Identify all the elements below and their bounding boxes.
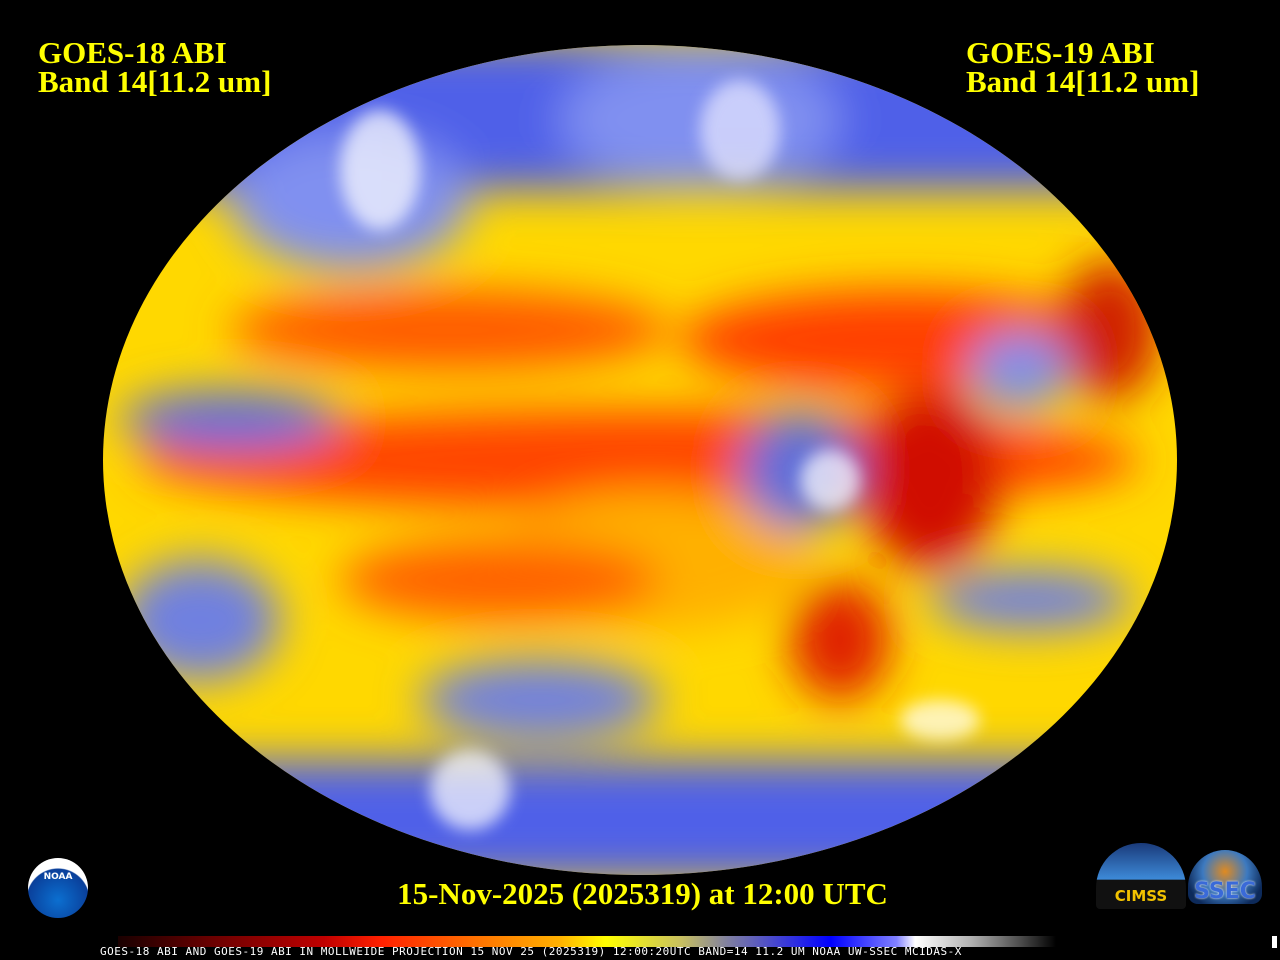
cimss-logo-text: CIMSS	[1114, 887, 1168, 905]
left-satellite-title: GOES-18 ABI Band 14[11.2 um]	[38, 35, 272, 99]
right-band-label: Band 14[11.2 um]	[966, 64, 1200, 99]
noaa-logo-text: NOAA	[43, 872, 73, 882]
temperature-color-bar	[118, 936, 1056, 947]
ssec-logo: SSEC	[1188, 850, 1262, 904]
footer-caption: GOES-18 ABI AND GOES-19 ABI IN MOLLWEIDE…	[100, 945, 962, 958]
cimss-logo: CIMSS	[1096, 843, 1186, 909]
noaa-logo: NOAA	[28, 858, 88, 918]
right-satellite-name: GOES-19 ABI	[966, 35, 1155, 70]
date-label: 15-Nov-2025 (2025319) at 12:00 UTC	[397, 876, 888, 911]
right-satellite-title: GOES-19 ABI Band 14[11.2 um]	[966, 35, 1200, 99]
left-band-label: Band 14[11.2 um]	[38, 64, 272, 99]
colorbar-marker	[1272, 936, 1277, 948]
ssec-logo-text: SSEC	[1194, 879, 1256, 904]
left-satellite-name: GOES-18 ABI	[38, 35, 227, 70]
